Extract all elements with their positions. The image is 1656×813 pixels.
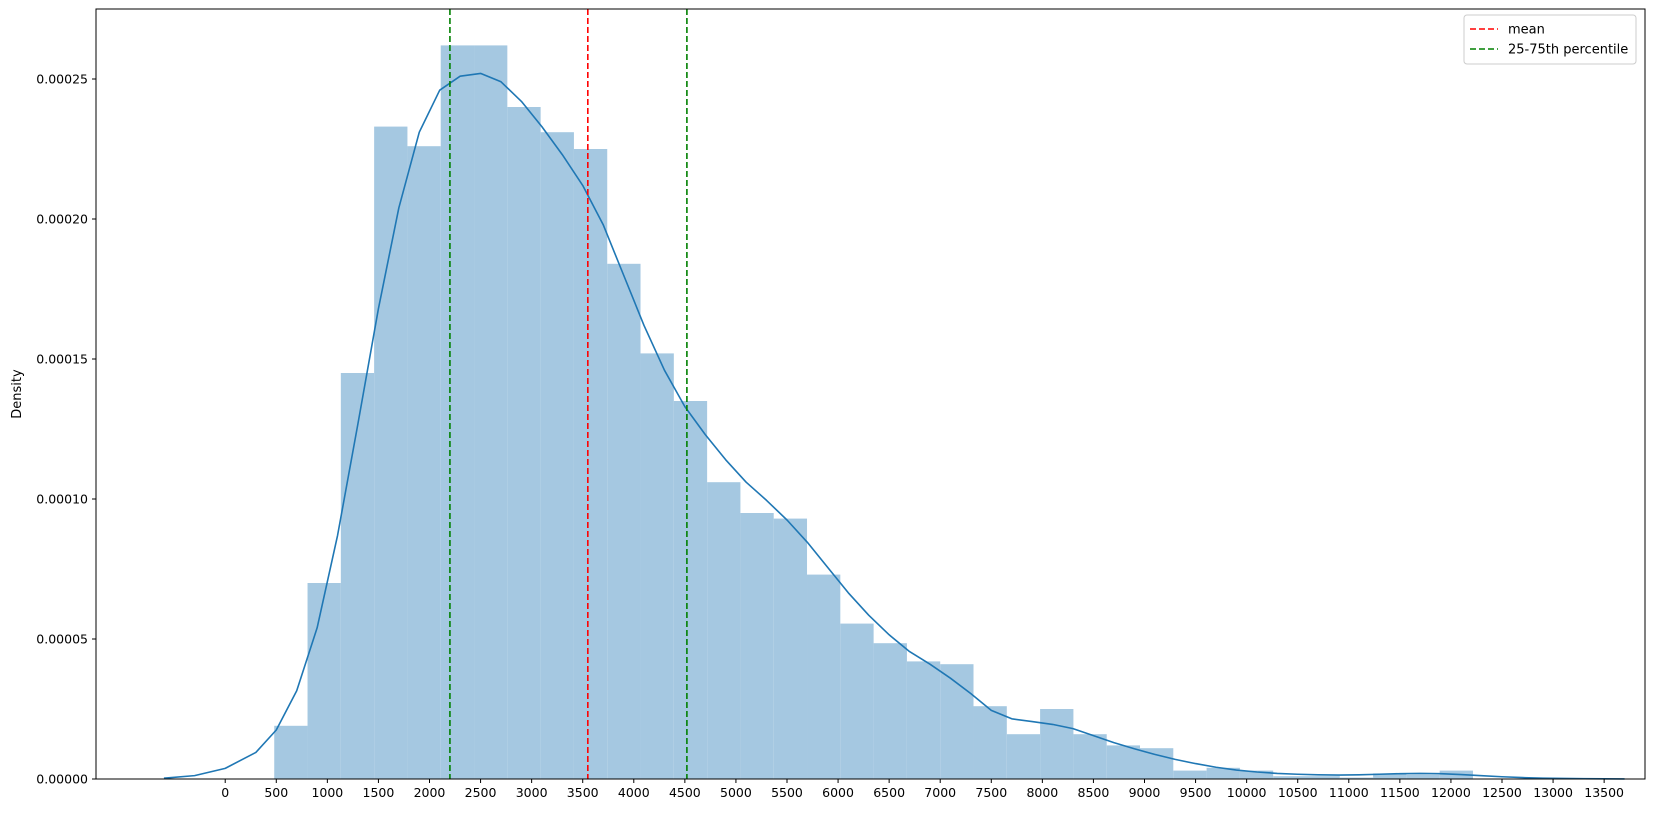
histogram-bar xyxy=(840,623,874,779)
x-tick-label: 2000 xyxy=(414,785,446,800)
x-axis: 0 500 1000 1500 2000 2500 3000 3500 4000 4500 5000… xyxy=(221,779,1624,800)
x-tick-label: 9000 xyxy=(1129,785,1161,800)
x-tick-label: 0 xyxy=(221,785,229,800)
y-axis: 0.00000 0.00005 0.00010 0.00015 0.00020 0.000… xyxy=(36,72,96,787)
histogram-bar xyxy=(1140,748,1174,779)
histogram-bar xyxy=(973,706,1007,779)
legend-box xyxy=(1463,14,1637,65)
histogram-bar xyxy=(307,583,341,779)
legend-label: 25-75th percentile xyxy=(1508,43,1628,58)
x-tick-label: 4500 xyxy=(669,785,701,800)
histogram-bar xyxy=(607,263,641,779)
y-tick-label: 0.00010 xyxy=(36,492,88,507)
x-tick-label: 10500 xyxy=(1278,785,1318,800)
histogram-bar xyxy=(507,107,541,779)
histogram-bar xyxy=(1406,774,1440,779)
histogram-bars xyxy=(274,45,1473,780)
x-tick-label: 2500 xyxy=(465,785,497,800)
x-tick-label: 9500 xyxy=(1180,785,1212,800)
x-tick-label: 4000 xyxy=(618,785,650,800)
y-tick-label: 0.00000 xyxy=(36,772,88,787)
x-tick-label: 6000 xyxy=(822,785,854,800)
y-tick-label: 0.00015 xyxy=(36,352,88,367)
y-tick-label: 0.00025 xyxy=(36,72,88,87)
histogram-bar xyxy=(374,126,408,780)
histogram-bar xyxy=(1373,773,1407,779)
histogram-bar xyxy=(673,401,708,779)
kde-curve xyxy=(163,72,1625,780)
histogram-bar xyxy=(1239,770,1274,779)
histogram-bar xyxy=(773,518,808,779)
histogram-bar xyxy=(573,149,608,779)
legend-label: mean xyxy=(1508,23,1545,38)
histogram-bar xyxy=(1306,776,1340,779)
x-tick-label: 13000 xyxy=(1533,785,1573,800)
x-tick-label: 1000 xyxy=(311,785,343,800)
x-tick-label: 500 xyxy=(264,785,288,800)
histogram-bar xyxy=(440,45,475,779)
x-tick-label: 3000 xyxy=(516,785,548,800)
x-tick-label: 7500 xyxy=(975,785,1007,800)
histogram-bar xyxy=(906,661,941,779)
y-tick-label: 0.00005 xyxy=(36,632,88,647)
histogram-bar xyxy=(640,353,674,779)
x-tick-label: 13500 xyxy=(1584,785,1624,800)
x-tick-label: 5000 xyxy=(720,785,752,800)
histogram-bar xyxy=(340,373,375,779)
y-axis-label: Density xyxy=(10,369,25,419)
x-tick-label: 10000 xyxy=(1227,785,1267,800)
histogram-bar xyxy=(1006,734,1041,779)
x-tick-label: 8500 xyxy=(1078,785,1110,800)
histogram-bar xyxy=(1040,709,1074,779)
histogram-bar xyxy=(1073,734,1107,779)
histogram-bar xyxy=(807,574,841,779)
x-tick-label: 1500 xyxy=(363,785,395,800)
histogram-bar xyxy=(707,482,741,779)
histogram-bar xyxy=(274,725,308,779)
plot-frame xyxy=(95,8,1646,780)
x-tick-label: 11500 xyxy=(1380,785,1420,800)
histogram-bar xyxy=(873,643,907,779)
x-tick-label: 11000 xyxy=(1329,785,1369,800)
histogram-bar xyxy=(540,132,574,779)
histogram-bar xyxy=(1339,777,1374,779)
histogram-bar xyxy=(1173,770,1207,779)
histogram-bar xyxy=(940,664,974,779)
legend: mean 25-75th percentile xyxy=(1463,14,1637,65)
histogram-bar xyxy=(740,513,774,779)
histogram-bar xyxy=(1273,776,1307,779)
reference-lines xyxy=(449,9,688,779)
kde-line xyxy=(163,72,1625,780)
x-tick-label: 12500 xyxy=(1482,785,1522,800)
histogram-bar xyxy=(474,45,508,779)
x-tick-label: 5500 xyxy=(771,785,803,800)
x-tick-label: 3500 xyxy=(567,785,599,800)
histogram-bar xyxy=(1106,745,1141,779)
x-tick-label: 7000 xyxy=(924,785,956,800)
x-tick-label: 8000 xyxy=(1026,785,1058,800)
histogram-bar xyxy=(407,146,441,779)
y-tick-label: 0.00020 xyxy=(36,212,88,227)
histogram-bar xyxy=(1206,767,1240,779)
x-tick-label: 12000 xyxy=(1431,785,1471,800)
x-tick-label: 6500 xyxy=(873,785,905,800)
